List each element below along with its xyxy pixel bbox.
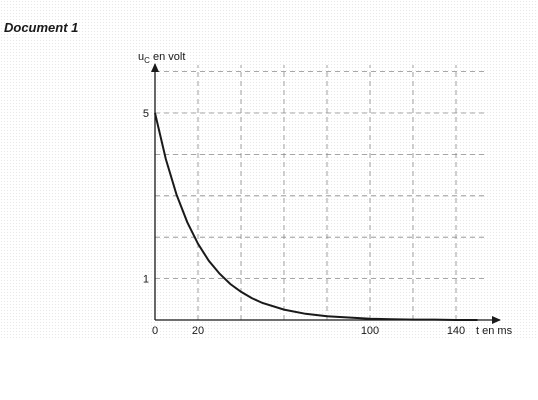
- x-tick-label: 20: [192, 325, 204, 337]
- y-axis-label-rest: en volt: [150, 51, 185, 63]
- y-axis-label: uC en volt: [138, 51, 185, 65]
- x-tick-label: 0: [152, 325, 158, 337]
- series-line: [154, 112, 478, 321]
- y-axis-label-sub: C: [144, 56, 150, 65]
- grid: [155, 65, 487, 320]
- y-axis-label-main: u: [138, 51, 144, 63]
- document-title: Document 1: [4, 20, 79, 35]
- y-tick-label: 1: [143, 274, 149, 286]
- x-axis-label: t en ms: [476, 325, 513, 337]
- x-tick-label: 100: [361, 325, 379, 337]
- x-tick-label: 140: [447, 325, 465, 337]
- paper-texture: [0, 0, 538, 340]
- y-tick-label: 5: [143, 108, 149, 120]
- tick-labels: 0 20 100 140 5 1: [143, 108, 465, 337]
